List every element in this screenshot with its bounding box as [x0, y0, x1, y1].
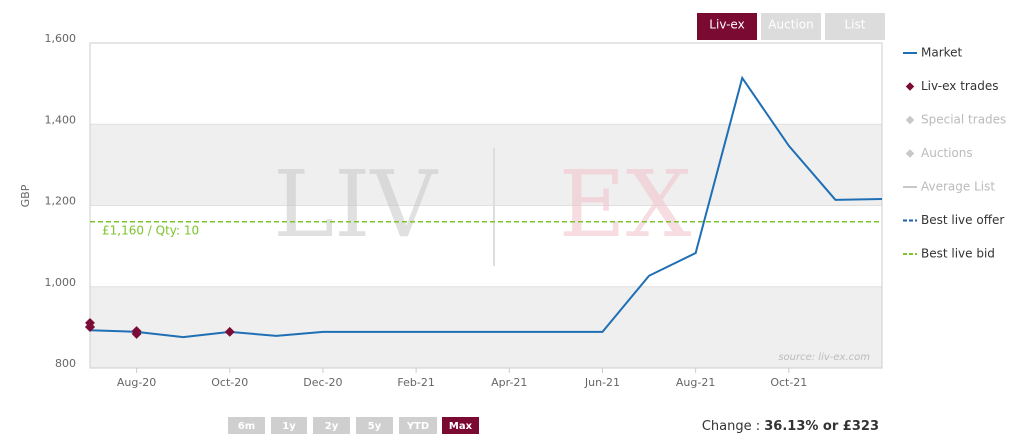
range-label[interactable]: Max	[449, 421, 473, 432]
legend-label[interactable]: Special trades	[921, 113, 1006, 127]
legend-label[interactable]: Market	[921, 46, 963, 60]
range-label[interactable]: YTD	[406, 421, 429, 432]
tab-button[interactable]	[761, 13, 821, 40]
range-button[interactable]	[356, 417, 393, 434]
plot-band	[90, 286, 882, 368]
range-button[interactable]	[313, 417, 350, 434]
x-tick-label: Feb-21	[397, 376, 434, 389]
x-tick-label: Dec-20	[303, 376, 342, 389]
legend-label[interactable]: Auctions	[921, 146, 973, 160]
tab-label[interactable]: Auction	[768, 18, 813, 32]
x-tick-label: Oct-21	[770, 376, 807, 389]
legend-symbol	[905, 115, 915, 125]
change-value: 36.13% or £323	[764, 419, 879, 434]
range-button[interactable]	[228, 417, 265, 434]
trade-marker	[131, 328, 142, 339]
tab-label[interactable]: Liv-ex	[709, 18, 744, 32]
range-button[interactable]	[271, 417, 307, 434]
x-tick-label: Oct-20	[211, 376, 248, 389]
y-tick-label: 800	[55, 357, 76, 370]
plot-border	[89, 42, 883, 369]
range-button[interactable]	[399, 417, 437, 434]
legend-label[interactable]: Best live bid	[921, 247, 995, 261]
market-line	[89, 75, 883, 339]
x-tick-label: Aug-20	[117, 376, 156, 389]
y-axis-label: GBP	[19, 184, 32, 207]
watermark: LIV	[273, 151, 438, 258]
range-label[interactable]: 2y	[325, 421, 339, 432]
range-label[interactable]: 6m	[238, 421, 255, 432]
tab-button[interactable]	[825, 13, 885, 40]
source-note: source: liv-ex.com	[778, 352, 870, 363]
legend-label[interactable]: Best live offer	[921, 213, 1004, 227]
watermark: EX	[559, 151, 692, 258]
x-tick-label: Apr-21	[491, 376, 527, 389]
trade-marker	[224, 326, 235, 337]
y-tick-label: 1,200	[45, 195, 77, 208]
y-tick-label: 1,000	[45, 276, 77, 289]
y-tick-label: 1,600	[45, 32, 77, 45]
bid-label: £1,160 / Qty: 10	[102, 223, 199, 237]
plot-band	[90, 124, 882, 206]
legend-label[interactable]: Average List	[921, 180, 995, 194]
range-label[interactable]: 5y	[368, 421, 382, 432]
tab-label[interactable]: List	[845, 18, 866, 32]
legend-symbol	[905, 149, 915, 158]
change-text: Change : 36.13% or £323	[702, 419, 879, 434]
y-tick-label: 1,400	[45, 113, 77, 126]
x-tick-label: Jun-21	[584, 376, 620, 389]
x-tick-label: Aug-21	[676, 376, 715, 389]
legend-label[interactable]: Liv-ex trades	[921, 79, 998, 93]
range-button[interactable]	[442, 417, 479, 434]
range-label[interactable]: 1y	[282, 421, 296, 432]
legend-symbol	[905, 82, 915, 91]
tab-button[interactable]	[697, 13, 757, 40]
change-label: Change :	[702, 419, 760, 434]
